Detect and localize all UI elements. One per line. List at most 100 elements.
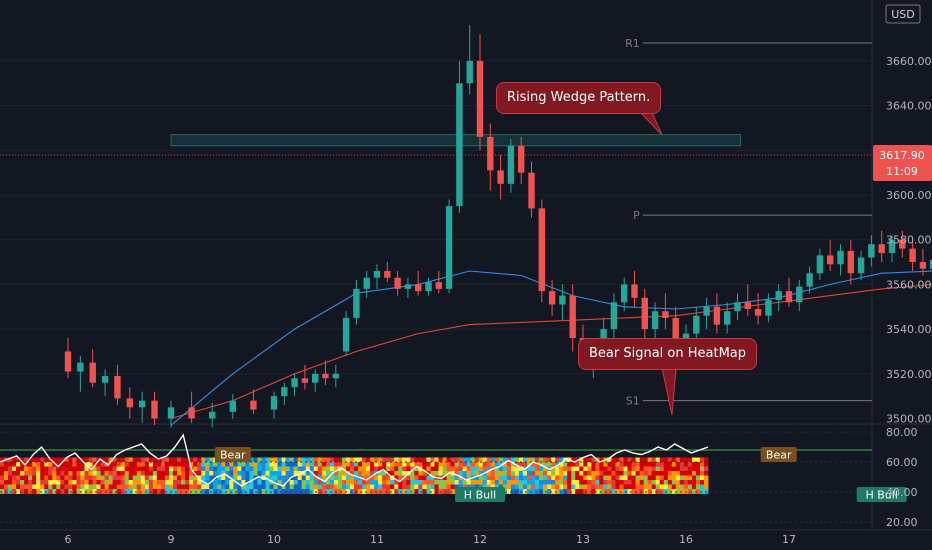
- heatmap-cell: [563, 466, 568, 472]
- heatmap-cell: [152, 489, 158, 494]
- heatmap-cell: [623, 462, 628, 467]
- heatmap-cell: [24, 457, 29, 463]
- heatmap-cell: [245, 489, 250, 494]
- heatmap-cell: [28, 457, 33, 463]
- heatmap-cell: [374, 484, 379, 490]
- heatmap-cell: [703, 489, 709, 494]
- heatmap-cell: [454, 480, 459, 485]
- heatmap-cell: [64, 466, 69, 472]
- heatmap-cell: [241, 471, 246, 476]
- heatmap-cell: [559, 466, 564, 472]
- heatmap-cell: [185, 484, 190, 490]
- heatmap-cell: [68, 475, 73, 481]
- candle-body: [445, 206, 453, 289]
- heatmap-cell: [583, 475, 588, 481]
- heatmap-cell: [48, 471, 53, 476]
- heatmap-cell: [502, 462, 508, 467]
- heatmap-cell: [36, 480, 41, 485]
- heatmap-cell: [434, 462, 439, 467]
- heatmap-cell: [659, 471, 665, 476]
- heatmap-cell: [390, 471, 395, 476]
- heatmap-cell: [168, 489, 174, 494]
- heatmap-cell: [128, 480, 134, 485]
- heatmap-cell: [547, 484, 552, 490]
- heatmap-cell: [599, 475, 604, 481]
- heatmap-cell: [92, 480, 97, 485]
- heatmap-cell: [36, 457, 41, 463]
- heatmap-cell: [124, 484, 130, 490]
- heatmap-cell: [0, 475, 5, 481]
- heatmap-cell: [486, 480, 492, 485]
- heatmap-cell: [213, 489, 218, 494]
- heatmap-cell: [482, 480, 488, 485]
- heatmap-cell: [470, 466, 476, 472]
- heatmap-cell: [265, 484, 270, 490]
- heatmap-cell: [92, 484, 97, 490]
- heatmap-cell: [325, 489, 331, 494]
- heatmap-cell: [72, 466, 77, 472]
- heatmap-cell: [333, 480, 339, 485]
- heatmap-cell: [446, 457, 451, 463]
- heatmap-cell: [104, 471, 110, 476]
- heatmap-cell: [241, 462, 246, 467]
- heatmap-cell: [217, 462, 222, 467]
- heatmap-cell: [679, 480, 685, 485]
- heatmap-cell: [44, 466, 49, 472]
- heatmap-cell: [24, 466, 29, 472]
- candle-body: [724, 311, 731, 325]
- heatmap-cell: [591, 457, 596, 463]
- heatmap-cell: [547, 471, 552, 476]
- heatmap-cell: [172, 480, 178, 485]
- heatmap-cell: [470, 480, 476, 485]
- heatmap-cell: [539, 475, 544, 481]
- heatmap-cell: [695, 471, 701, 476]
- heatmap-cell: [92, 475, 97, 481]
- heatmap-cell: [289, 462, 295, 467]
- heatmap-cell: [12, 475, 17, 481]
- candle-body: [641, 297, 648, 330]
- heatmap-cell: [454, 462, 459, 467]
- heatmap-cell: [362, 457, 367, 463]
- heatmap-cell: [48, 475, 53, 481]
- heatmap-cell: [261, 480, 266, 485]
- heatmap-cell: [265, 489, 270, 494]
- heatmap-cell: [430, 475, 435, 481]
- heatmap-cell: [108, 457, 114, 463]
- heatmap-cell: [281, 471, 287, 476]
- candle-body: [548, 291, 556, 305]
- heatmap-cell: [414, 480, 419, 485]
- heatmap-cell: [498, 471, 504, 476]
- heatmap-cell: [466, 475, 472, 481]
- heatmap-cell: [72, 462, 77, 467]
- heatmap-cell: [683, 489, 689, 494]
- candle-body: [353, 288, 360, 318]
- heatmap-cell: [225, 480, 230, 485]
- heatmap-cell: [172, 489, 178, 494]
- price-axis: 3660.003640.003620.003600.003580.003560.…: [65, 4, 932, 546]
- heatmap-cell: [172, 462, 178, 467]
- heatmap-cell: [667, 489, 673, 494]
- heatmap-cell: [607, 457, 612, 463]
- heatmap-cell: [667, 457, 673, 463]
- heatmap-cell: [506, 462, 512, 467]
- heatmap-cell: [422, 475, 427, 481]
- signal-label-bg-bull: [455, 487, 505, 502]
- price-tick-label: 3600.00: [886, 189, 932, 202]
- heatmap-cell: [160, 489, 166, 494]
- heatmap-cell: [201, 489, 206, 494]
- heatmap-cell: [277, 466, 282, 472]
- heatmap-cell: [370, 457, 375, 463]
- heatmap-cell: [402, 480, 407, 485]
- heatmap-cell: [112, 457, 118, 463]
- heatmap-cell: [16, 471, 21, 476]
- heatmap-cell: [76, 475, 81, 481]
- heatmap-cell: [305, 457, 311, 463]
- heatmap-cell: [370, 471, 375, 476]
- signal-label-bear: Bear: [766, 449, 792, 462]
- heatmap-cell: [651, 489, 657, 494]
- heatmap-cell: [571, 480, 576, 485]
- heatmap-cell: [370, 466, 375, 472]
- heatmap-cell: [362, 475, 367, 481]
- heatmap-cell: [108, 489, 114, 494]
- heatmap-cell: [603, 480, 608, 485]
